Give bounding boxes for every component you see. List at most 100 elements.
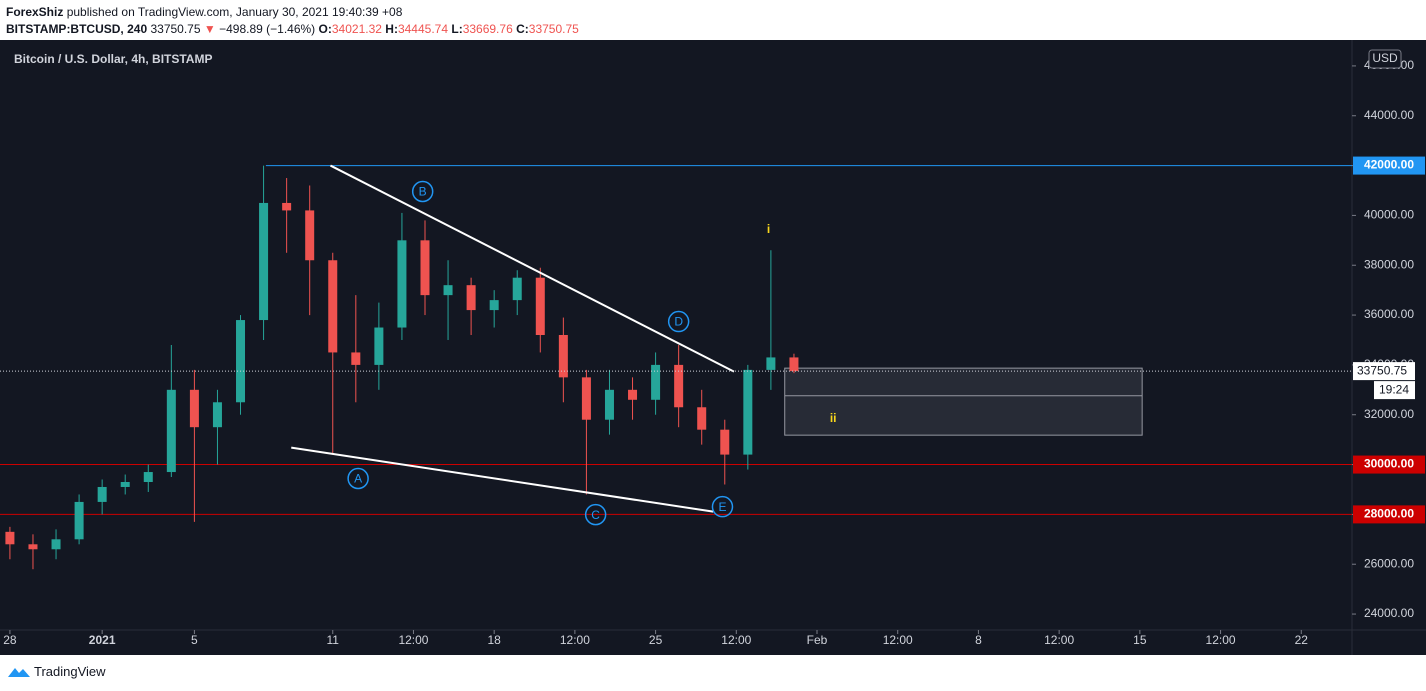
candle-body bbox=[236, 320, 246, 403]
y-tick-label: 26000.00 bbox=[1364, 556, 1414, 570]
author: ForexShiz bbox=[6, 5, 64, 19]
x-tick-label: 8 bbox=[975, 633, 982, 647]
change: −498.89 (−1.46%) bbox=[219, 22, 316, 36]
zone-box bbox=[784, 367, 1143, 436]
publish-line: ForexShiz published on TradingView.com, … bbox=[6, 4, 579, 21]
last: 33750.75 bbox=[150, 22, 201, 36]
candle-body bbox=[743, 369, 753, 455]
candle-body bbox=[789, 357, 799, 372]
candle-body bbox=[51, 539, 61, 550]
chart: Bitcoin / U.S. Dollar, 4h, BITSTAMP 2400… bbox=[0, 40, 1426, 655]
candle-body bbox=[535, 277, 545, 335]
l: 33669.76 bbox=[462, 22, 513, 36]
candle-body bbox=[282, 202, 292, 211]
x-tick-label: 11 bbox=[327, 633, 340, 647]
candle-body bbox=[720, 429, 730, 455]
wave-label: E bbox=[718, 500, 726, 514]
candle-body bbox=[766, 357, 776, 370]
candle-body bbox=[166, 389, 176, 473]
level-label: 30000.00 bbox=[1364, 457, 1414, 471]
candle-body bbox=[28, 544, 38, 550]
currency: USD bbox=[1372, 51, 1398, 65]
x-tick-label: 12:00 bbox=[1044, 633, 1074, 647]
trendline bbox=[329, 164, 735, 373]
level-tag bbox=[1353, 455, 1425, 474]
trendline bbox=[291, 446, 714, 513]
wave-label: B bbox=[419, 185, 427, 199]
candle-body bbox=[651, 364, 661, 400]
wave-circle bbox=[411, 180, 434, 203]
wave-label: D bbox=[674, 315, 683, 329]
wave-label: C bbox=[591, 508, 600, 522]
candle-body bbox=[628, 389, 638, 400]
x-tick-label: 22 bbox=[1295, 633, 1309, 647]
candle-body bbox=[328, 260, 338, 353]
quote-line: BITSTAMP:BTCUSD, 240 33750.75 ▼ −498.89 … bbox=[6, 21, 579, 38]
x-tick-label: 5 bbox=[191, 633, 198, 647]
wave-label: i bbox=[767, 222, 770, 236]
y-tick-label: 44000.00 bbox=[1364, 108, 1414, 122]
x-tick-label: 12:00 bbox=[883, 633, 913, 647]
level-label: 28000.00 bbox=[1364, 507, 1414, 521]
currency-badge bbox=[1368, 49, 1402, 69]
candle-body bbox=[489, 300, 499, 311]
x-tick-label: 12:00 bbox=[398, 633, 428, 647]
h-label: H: bbox=[385, 22, 398, 36]
countdown-tag bbox=[1374, 381, 1415, 400]
candle-body bbox=[374, 327, 384, 365]
candle-body bbox=[558, 335, 568, 378]
level-tag bbox=[1353, 156, 1425, 175]
x-tick-label: 25 bbox=[649, 633, 663, 647]
y-tick-label: 40000.00 bbox=[1364, 208, 1414, 222]
header: ForexShiz published on TradingView.com, … bbox=[6, 4, 579, 38]
candle-body bbox=[143, 472, 153, 483]
candle-body bbox=[397, 240, 407, 328]
wave-circle bbox=[667, 310, 690, 333]
candle-body bbox=[97, 486, 107, 502]
candle-body bbox=[120, 482, 130, 487]
candle-body bbox=[420, 240, 430, 296]
footer: TradingView bbox=[8, 664, 106, 679]
candle-body bbox=[305, 210, 315, 261]
x-tick-label: 12:00 bbox=[1206, 633, 1236, 647]
candle-body bbox=[697, 407, 707, 430]
wave-circle bbox=[347, 467, 369, 490]
wave-label: A bbox=[354, 472, 362, 486]
x-tick-label: Feb bbox=[807, 633, 828, 647]
y-tick-label: 38000.00 bbox=[1364, 257, 1414, 271]
y-tick-label: 36000.00 bbox=[1364, 307, 1414, 321]
down-arrow: ▼ bbox=[203, 22, 216, 36]
level-tag bbox=[1353, 505, 1425, 524]
x-tick-label: 12:00 bbox=[721, 633, 751, 647]
price-label: 33750.75 bbox=[1357, 363, 1407, 377]
candle-body bbox=[74, 501, 84, 540]
h: 34445.74 bbox=[397, 22, 449, 36]
candle-body bbox=[259, 202, 269, 321]
x-tick-label: 18 bbox=[487, 633, 501, 647]
y-tick-label: 24000.00 bbox=[1364, 606, 1414, 620]
level-label: 42000.00 bbox=[1364, 158, 1414, 172]
price-tag bbox=[1353, 362, 1415, 381]
candle-body bbox=[512, 277, 522, 301]
c: 33750.75 bbox=[528, 22, 579, 36]
y-tick-label: 32000.00 bbox=[1364, 407, 1414, 421]
candle-body bbox=[443, 285, 453, 296]
logo bbox=[8, 667, 30, 677]
symbol: BITSTAMP:BTCUSD, 240 bbox=[6, 22, 148, 36]
published: published on TradingView.com, January 30… bbox=[66, 5, 403, 19]
candle-body bbox=[674, 364, 684, 408]
x-tick-label: 15 bbox=[1133, 633, 1147, 647]
wave-circle bbox=[584, 503, 607, 526]
candle-body bbox=[212, 402, 222, 428]
c-label: C: bbox=[516, 22, 529, 36]
chart-bg bbox=[0, 40, 1426, 655]
candle-body bbox=[5, 531, 15, 545]
brand: TradingView bbox=[34, 664, 106, 679]
candle-body bbox=[466, 285, 476, 311]
chart-title: Bitcoin / U.S. Dollar, 4h, BITSTAMP bbox=[14, 52, 212, 66]
l-label: L: bbox=[451, 22, 463, 36]
countdown: 19:24 bbox=[1379, 382, 1409, 396]
o: 34021.32 bbox=[331, 22, 382, 36]
candle-body bbox=[189, 389, 199, 428]
